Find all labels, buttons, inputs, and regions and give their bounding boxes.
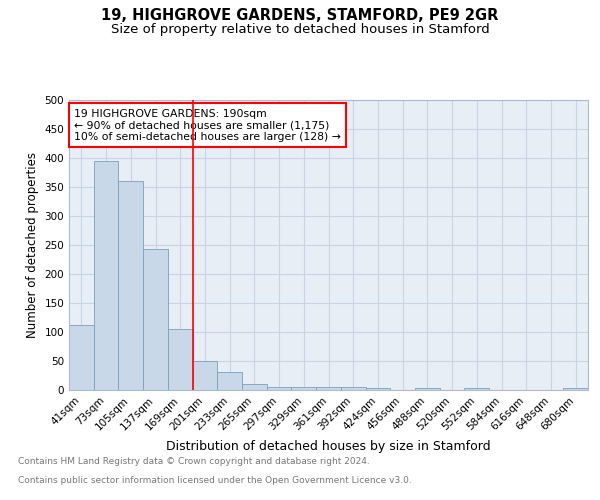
Y-axis label: Number of detached properties: Number of detached properties bbox=[26, 152, 39, 338]
Bar bbox=[341, 387, 365, 390]
Bar bbox=[563, 388, 588, 390]
Bar bbox=[292, 387, 316, 390]
Bar bbox=[365, 388, 390, 390]
Bar bbox=[168, 329, 193, 390]
Bar bbox=[267, 386, 292, 390]
Text: 19 HIGHGROVE GARDENS: 190sqm
← 90% of detached houses are smaller (1,175)
10% of: 19 HIGHGROVE GARDENS: 190sqm ← 90% of de… bbox=[74, 108, 341, 142]
Bar bbox=[415, 388, 440, 390]
Bar bbox=[242, 384, 267, 390]
Text: Contains HM Land Registry data © Crown copyright and database right 2024.: Contains HM Land Registry data © Crown c… bbox=[18, 458, 370, 466]
Bar bbox=[118, 181, 143, 390]
Text: Size of property relative to detached houses in Stamford: Size of property relative to detached ho… bbox=[110, 22, 490, 36]
Bar bbox=[316, 386, 341, 390]
Bar bbox=[217, 372, 242, 390]
Text: Contains public sector information licensed under the Open Government Licence v3: Contains public sector information licen… bbox=[18, 476, 412, 485]
Bar bbox=[193, 361, 217, 390]
Bar bbox=[69, 325, 94, 390]
Bar bbox=[94, 161, 118, 390]
Bar bbox=[464, 388, 489, 390]
Text: 19, HIGHGROVE GARDENS, STAMFORD, PE9 2GR: 19, HIGHGROVE GARDENS, STAMFORD, PE9 2GR bbox=[101, 8, 499, 22]
Bar bbox=[143, 249, 168, 390]
X-axis label: Distribution of detached houses by size in Stamford: Distribution of detached houses by size … bbox=[166, 440, 491, 453]
